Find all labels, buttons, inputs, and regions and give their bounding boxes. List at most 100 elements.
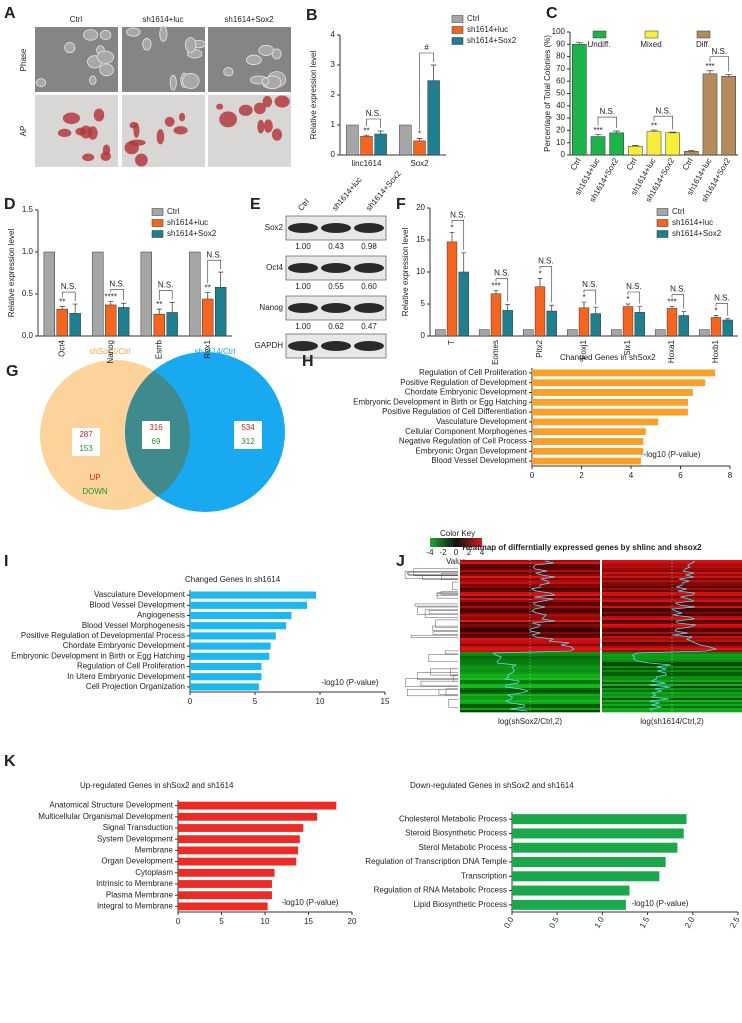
- bar: [634, 312, 645, 337]
- category-label: Negative Regulation of Cell Process: [399, 437, 527, 446]
- panel-letter: F: [396, 196, 406, 213]
- y-tick-label: 20: [556, 126, 565, 135]
- x-tick-label: 10: [316, 697, 325, 706]
- significance: *: [418, 130, 421, 139]
- significance: N.S.: [600, 107, 616, 116]
- bar: [628, 146, 643, 156]
- bar: [532, 447, 644, 455]
- bar: [572, 44, 587, 156]
- ap-colony: [82, 153, 95, 162]
- significance: *: [538, 270, 541, 279]
- bar: [446, 241, 458, 337]
- ap-colony: [271, 128, 283, 141]
- heat-row: [460, 600, 600, 603]
- panel-letter: J: [396, 553, 405, 570]
- category-label: Plasma Membrane: [106, 890, 174, 899]
- bar: [622, 306, 634, 337]
- bar: [699, 329, 710, 337]
- category-label: Blood Vessel Morphogenesis: [82, 621, 185, 630]
- heat-row: [602, 584, 742, 587]
- bar: [534, 286, 546, 337]
- band-ratio: 1.00: [295, 322, 311, 331]
- significance: ***: [705, 62, 714, 71]
- error-bar: [549, 304, 555, 312]
- bar: [502, 310, 513, 337]
- category-label: Positive Regulation of Development: [400, 378, 528, 387]
- colony: [223, 67, 234, 77]
- heat-row: [602, 660, 742, 663]
- y-axis-label: Percentage of Total Colonies (%): [543, 35, 552, 152]
- bar: [178, 902, 268, 911]
- category-label: Chordate Embryonic Development: [63, 641, 186, 650]
- key-tick-label: -4: [426, 548, 434, 557]
- bracket: [627, 291, 641, 304]
- category-label: Regulation of Transcription DNA Temple: [365, 857, 507, 866]
- significance: *: [582, 293, 585, 302]
- heat-row: [460, 642, 600, 645]
- legend-down: DOWN: [82, 487, 108, 496]
- panel-letter: D: [4, 196, 16, 213]
- significance: N.S.: [714, 294, 730, 303]
- heat-row: [602, 594, 742, 597]
- row-label: GAPDH: [255, 341, 284, 350]
- ap-colony: [173, 126, 188, 135]
- category-label: System Development: [97, 834, 174, 843]
- heat-row: [460, 692, 600, 695]
- bar: [609, 132, 624, 156]
- y-tick-label: 0: [421, 331, 426, 340]
- heat-row: [460, 678, 600, 681]
- y-tick-label: 1.0: [22, 247, 34, 256]
- heat-row: [460, 626, 600, 629]
- y-tick-label: 30: [556, 113, 565, 122]
- heat-row: [460, 620, 600, 623]
- legend-swatch: [644, 30, 659, 39]
- bar: [178, 868, 275, 877]
- ap-colony: [274, 95, 290, 108]
- heat-row: [602, 662, 742, 665]
- x-tick-label: T: [447, 340, 456, 345]
- heat-row: [602, 708, 742, 711]
- colony: [184, 37, 197, 53]
- heat-row: [602, 620, 742, 623]
- bar: [413, 140, 426, 156]
- category-label: Chordate Embryonic Development: [405, 388, 528, 397]
- heat-row: [460, 588, 600, 591]
- x-tick-label: Six1: [623, 339, 632, 355]
- error-bar: [108, 301, 114, 305]
- panel-letter: E: [250, 196, 261, 213]
- heat-row: [602, 576, 742, 579]
- band-ratio: 1.00: [295, 242, 311, 251]
- heat-row: [460, 596, 600, 599]
- heat-row: [602, 684, 742, 687]
- down-count: 153: [79, 444, 93, 453]
- bracket: [158, 290, 173, 301]
- x-tick-label: 0.0: [502, 915, 516, 930]
- panel-letter: K: [4, 753, 16, 770]
- down-count: 312: [241, 437, 255, 446]
- x-tick-label: 0: [176, 917, 181, 926]
- bar: [512, 814, 687, 825]
- trace: [631, 560, 718, 712]
- ap-colony: [257, 119, 265, 134]
- bar: [178, 824, 304, 832]
- y-tick-label: 90: [556, 39, 565, 48]
- legend-swatch: [592, 30, 607, 39]
- significance: N.S.: [626, 282, 642, 291]
- x-axis-label: -log10 (P-value): [282, 898, 339, 907]
- x-tick-label: 6: [678, 471, 683, 480]
- bar: [178, 891, 272, 900]
- heat-row: [460, 614, 600, 617]
- column-label: log(shSox2/Ctrl,2): [498, 717, 562, 726]
- significance: N.S.: [109, 280, 125, 289]
- heat-row: [602, 572, 742, 575]
- heat-row: [602, 686, 742, 689]
- x-tick-label: 1.0: [593, 915, 607, 930]
- heat-row: [602, 588, 742, 591]
- x-tick-label: 5: [253, 697, 258, 706]
- bar: [512, 857, 666, 867]
- heat-row: [602, 690, 742, 693]
- category-label: Cellular Component Morphogenes: [405, 427, 527, 436]
- x-tick-label: Foxj1: [579, 339, 588, 359]
- bar: [590, 136, 606, 156]
- bar: [140, 251, 152, 337]
